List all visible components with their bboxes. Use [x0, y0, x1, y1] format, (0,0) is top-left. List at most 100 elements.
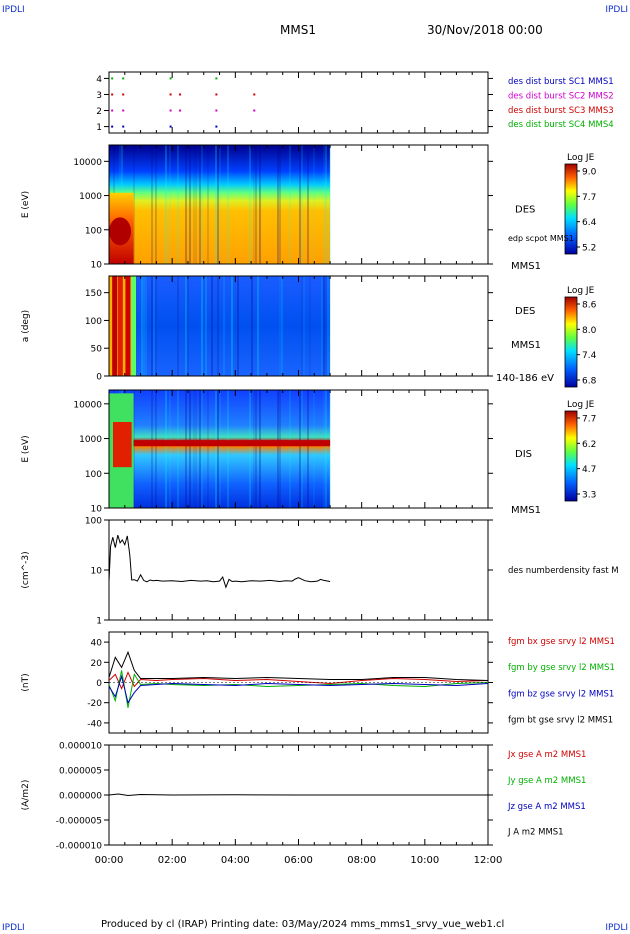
- heatmap-column-des_pitch: [141, 276, 143, 376]
- heatmap-column-dis_energy: [169, 390, 171, 508]
- y-tick-label-burst: 4: [96, 75, 102, 85]
- burst-marker: [215, 77, 218, 80]
- extra-label-des_energy: edp scpot MMS1: [508, 234, 574, 243]
- heatmap-column-des_energy: [199, 145, 201, 264]
- heatmap-ion-line-dis_energy: [133, 440, 331, 447]
- heatmap-column-des_pitch: [217, 276, 219, 376]
- heatmap-column-des_pitch: [205, 276, 207, 376]
- x-tick-label: 00:00: [95, 855, 124, 866]
- burst-marker: [179, 109, 182, 112]
- heatmap-column-des_pitch: [223, 276, 225, 376]
- y-tick-label-current: 0.000010: [59, 742, 102, 752]
- burst-marker: [169, 125, 172, 128]
- heatmap-column-des_energy: [325, 145, 327, 264]
- y-tick-label-des_pitch: 100: [85, 317, 102, 327]
- heatmap-column-dis_energy: [199, 390, 201, 508]
- colorbar-tick-label-dis_energy: 3.3: [582, 491, 596, 501]
- y-tick-label-current: -0.000005: [56, 817, 102, 827]
- x-tick-label: 10:00: [410, 855, 439, 866]
- y-tick-label-density: 10: [91, 567, 103, 577]
- colorbar-tick-label-des_energy: 5.2: [582, 244, 596, 254]
- heatmap-column-des_energy: [329, 145, 331, 264]
- legend-entry-magnetic_field: fgm bt gse srvy l2 MMS1: [508, 716, 613, 726]
- burst-marker: [111, 93, 114, 96]
- y-axis-label-dis_energy: E (eV): [21, 435, 31, 462]
- heatmap-stripe-des_pitch: [125, 276, 131, 376]
- heatmap-core-des_energy: [109, 217, 132, 246]
- heatmap-column-des_energy: [301, 145, 303, 264]
- y-tick-label-dis_energy: 100: [85, 470, 102, 480]
- y-tick-label-des_energy: 100: [85, 226, 102, 236]
- y-tick-label-des_energy: 10: [91, 261, 103, 271]
- heatmap-column-dis_energy: [299, 390, 301, 508]
- burst-marker: [253, 93, 256, 96]
- y-axis-label-des_pitch: a (deg): [21, 310, 31, 342]
- colorbar-tick-label-dis_energy: 7.7: [582, 415, 596, 425]
- heatmap-column-des_pitch: [211, 276, 213, 376]
- burst-marker: [215, 93, 218, 96]
- colorbar-tick-label-des_energy: 9.0: [582, 168, 597, 178]
- heatmap-column-des_pitch: [303, 276, 305, 376]
- y-tick-label-current: 0.000000: [59, 792, 102, 802]
- heatmap-column-des_energy: [313, 145, 315, 264]
- y-tick-label-density: 1: [96, 617, 102, 627]
- date-title: 30/Nov/2018 00:00: [427, 23, 543, 37]
- legend-entry-current: Jy gse A m2 MMS1: [507, 776, 586, 786]
- burst-marker: [253, 109, 256, 112]
- heatmap-column-dis_energy: [151, 390, 153, 508]
- x-tick-label: 04:00: [221, 855, 250, 866]
- y-tick-label-magnetic_field: 40: [91, 639, 103, 649]
- heatmap-column-des_energy: [151, 145, 153, 264]
- heatmap-column-dis_energy: [177, 390, 179, 508]
- panel-frame-density: [108, 519, 489, 621]
- footer-credits: Produced by cl (IRAP) Printing date: 03/…: [101, 919, 505, 930]
- y-axis-label-current: (A/m2): [21, 780, 31, 811]
- species-label-dis_energy: DIS: [515, 449, 532, 460]
- legend-entry-magnetic_field: fgm bx gse srvy l2 MMS1: [508, 637, 615, 647]
- heatmap-column-des_energy: [323, 145, 325, 264]
- heatmap-column-des_energy: [299, 145, 301, 264]
- y-tick-label-dis_energy: 1000: [79, 435, 102, 445]
- heatmap-column-des_energy: [249, 145, 251, 264]
- heatmap-column-des_energy: [155, 145, 157, 264]
- legend-entry-density: des numberdensity fast M: [508, 566, 619, 576]
- heatmap-column-des_pitch: [143, 276, 145, 376]
- colorbar-title-des_energy: Log JE: [567, 153, 595, 163]
- series-line-density: [108, 534, 331, 589]
- heatmap-column-des_energy: [195, 145, 197, 264]
- heatmap-column-dis_energy: [325, 390, 327, 508]
- colorbar-tick-label-des_pitch: 6.8: [582, 377, 597, 387]
- heatmap-column-dis_energy: [277, 390, 279, 508]
- burst-marker: [169, 77, 172, 80]
- heatmap-column-des_energy: [307, 145, 309, 264]
- heatmap-column-dis_energy: [249, 390, 251, 508]
- colorbar-tick-label-des_energy: 6.4: [582, 218, 597, 228]
- sc-label-des_pitch: MMS1: [511, 340, 541, 351]
- colorbar-tick-label-des_pitch: 7.4: [582, 351, 597, 361]
- heatmap-column-dis_energy: [207, 390, 209, 508]
- heatmap-column-des_pitch: [301, 276, 303, 376]
- series-line-current: [108, 793, 488, 797]
- burst-marker: [215, 125, 218, 128]
- heatmap-stripe-des_pitch: [131, 276, 137, 376]
- legend-entry-magnetic_field: fgm bz gse srvy l2 MMS1: [508, 689, 614, 699]
- heatmap-column-des_energy: [169, 145, 171, 264]
- x-tick-label: 08:00: [347, 855, 376, 866]
- heatmap-column-des_energy: [289, 145, 291, 264]
- y-tick-label-current: -0.000010: [56, 842, 102, 852]
- heatmap-column-des_pitch: [177, 276, 179, 376]
- heatmap-column-des_energy: [259, 145, 261, 264]
- legend-entry-burst: des dist burst SC4 MMS4: [508, 120, 614, 130]
- heatmap-column-des_energy: [215, 145, 217, 264]
- heatmap-column-des_pitch: [201, 276, 203, 376]
- legend-entry-current: J A m2 MMS1: [507, 828, 564, 838]
- heatmap-column-des_energy: [217, 145, 219, 264]
- heatmap-column-des_energy: [201, 145, 203, 264]
- colorbar-dis_energy: [564, 410, 578, 502]
- y-tick-label-current: 0.000005: [59, 767, 102, 777]
- burst-marker: [122, 125, 125, 128]
- heatmap-column-dis_energy: [165, 390, 167, 508]
- heatmap-column-des_pitch: [153, 276, 155, 376]
- heatmap-column-des_energy: [227, 145, 229, 264]
- colorbar-tick-label-dis_energy: 4.7: [582, 465, 596, 475]
